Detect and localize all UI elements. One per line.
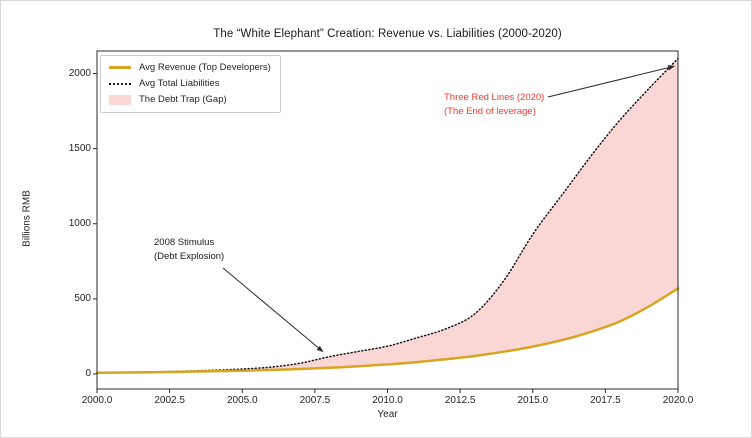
revenue-line [95,287,680,375]
x-tick-label: 2010.0 [372,395,403,406]
x-tick-label: 2020.0 [662,395,694,406]
x-tick-label: 2002.5 [154,395,185,406]
y-tick-label: 0 [85,367,91,379]
annotation-text: (The End of leverage) [444,105,536,117]
legend-item-debt-gap: The Debt Trap (Gap) [109,93,271,106]
legend-label: The Debt Trap (Gap) [139,94,227,105]
x-tick-label: 2000.0 [81,395,113,406]
annotation-text: 2008 Stimulus [154,237,215,248]
annotation-three-red-lines: Three Red Lines (2020) (The End of lever… [444,91,544,118]
y-tick-label: 1000 [68,217,91,229]
x-tick-label: 2007.5 [299,395,331,406]
legend-label: Avg Revenue (Top Developers) [139,62,271,73]
x-tick-label: 2017.5 [590,395,621,406]
y-axis-label: Billions RMB [21,190,33,247]
annotation-arrow-stimulus-head [316,345,324,353]
x-tick-label: 2012.5 [444,395,476,406]
x-tick-label: 2015.0 [517,395,549,406]
annotation-arrow-stimulus [222,267,321,351]
x-axis-label: Year [377,409,398,420]
chart-title: The “White Elephant” Creation: Revenue v… [213,28,562,40]
legend-label: Avg Total Liabilities [139,78,220,89]
annotation-text: Three Red Lines (2020) [444,92,545,103]
x-tick-label: 2005.0 [226,395,258,406]
debt-gap-area-swatch [109,94,131,105]
y-tick-label: 1500 [68,142,91,154]
legend-item-liabilities: Avg Total Liabilities [109,77,271,90]
legend: Avg Revenue (Top Developers) Avg Total L… [100,55,281,113]
y-tick-label: 2000 [68,67,91,79]
annotation-text: (Debt Explosion) [154,250,225,262]
y-tick-label: 500 [74,292,91,304]
legend-item-revenue: Avg Revenue (Top Developers) [109,61,271,74]
annotation-2008-stimulus: 2008 Stimulus (Debt Explosion) [154,236,224,263]
annotation-arrow-three_red_lines-head [667,65,676,71]
liabilities-line-swatch [109,82,131,85]
revenue-line-swatch [109,66,131,69]
annotation-arrow-three_red_lines [547,66,672,98]
